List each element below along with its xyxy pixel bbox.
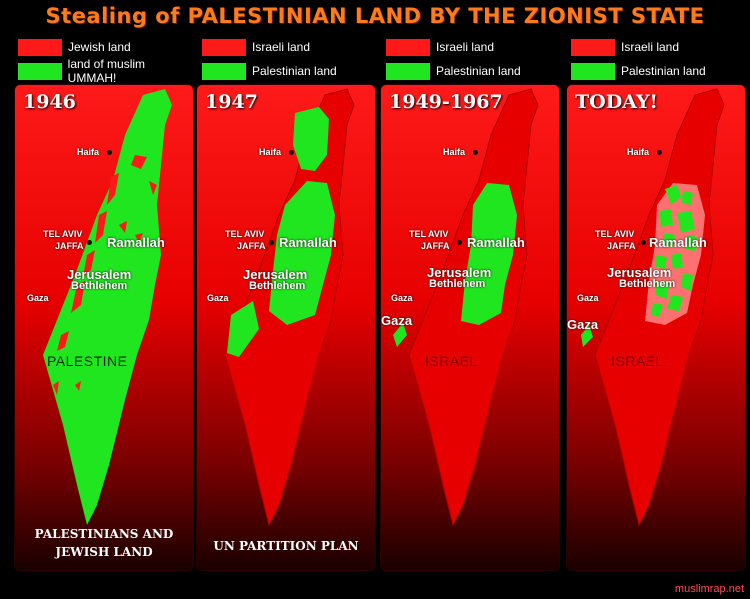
map-1949-1967 [393, 88, 539, 527]
legend-label: Israeli land [621, 40, 680, 54]
page-title: Stealing of PALESTINIAN LAND BY THE ZION… [45, 4, 705, 28]
region-green-palestine [43, 89, 172, 525]
region-green-west-bank [269, 181, 335, 325]
city-bethlehem: Bethlehem [619, 278, 676, 290]
map-1947 [224, 88, 355, 527]
legend-label: Jewish land [68, 40, 131, 54]
city-dot [269, 240, 274, 245]
legend-label: land of muslim UMMAH! [67, 57, 146, 85]
legend-swatch-red [386, 38, 430, 56]
city-gaza-large: Gaza [381, 313, 413, 328]
year-label: 1947 [205, 91, 258, 113]
city-jerusalem: Jerusalem [427, 265, 492, 280]
city-telaviv: TEL AVIV [409, 229, 449, 239]
legend-swatch-green [386, 62, 430, 80]
city-telaviv: TEL AVIV [43, 229, 83, 239]
legend-swatch-red [18, 38, 62, 56]
city-gaza: Gaza [391, 293, 413, 303]
city-dot [87, 240, 92, 245]
city-haifa: Haifa [627, 147, 650, 157]
panel-caption: PALESTINIANS AND JEWISH LAND [15, 525, 193, 561]
city-telaviv: TEL AVIV [595, 229, 635, 239]
city-jaffa: JAFFA [237, 241, 266, 251]
map-panel-1949-1967: 1949-1967 Haifa TEL AVIV JAFFA Ramallah … [380, 84, 560, 571]
country-label: PALESTINE [47, 353, 128, 369]
country-label: ISRAEL [611, 353, 664, 369]
city-haifa: Haifa [77, 147, 100, 157]
legend-1949-1967: Israeli land Palestinian land [386, 36, 564, 84]
city-telaviv: TEL AVIV [225, 229, 265, 239]
legend-label: Israeli land [252, 40, 311, 54]
city-gaza: Gaza [27, 293, 49, 303]
city-bethlehem: Bethlehem [429, 278, 486, 290]
city-bethlehem: Bethlehem [71, 280, 128, 292]
region-green-west-bank [461, 183, 517, 325]
region-green-gaza-strip [227, 301, 259, 357]
city-jerusalem: Jerusalem [607, 265, 672, 280]
legend-swatch-green [18, 62, 62, 80]
city-dot [289, 150, 294, 155]
city-ramallah: Ramallah [467, 235, 525, 250]
map-panel-today: TODAY! Haifa TEL AVIV JAFFA Ramallah Jer… [566, 84, 746, 571]
city-dot [107, 150, 112, 155]
legend-swatch-red [202, 38, 246, 56]
credit-link[interactable]: muslimrap.net [674, 583, 744, 595]
city-gaza: Gaza [207, 293, 229, 303]
map-today [581, 88, 725, 527]
caption-line: JEWISH LAND [55, 545, 153, 559]
year-label: TODAY! [575, 91, 658, 113]
map-1946 [43, 89, 172, 525]
city-ramallah: Ramallah [649, 235, 707, 250]
region-green-galilee [293, 107, 329, 171]
map-panel-1946: 1946 Haifa TEL AVIV JAFFA Ramallah Jerus… [14, 84, 194, 571]
city-jaffa: JAFFA [55, 241, 84, 251]
year-label: 1946 [23, 91, 76, 113]
city-dot [657, 150, 662, 155]
map-panel-1947: 1947 Haifa TEL AVIV JAFFA Ramallah Jerus… [196, 84, 376, 571]
legend-label: Palestinian land [621, 64, 706, 78]
city-jerusalem: Jerusalem [243, 267, 308, 282]
city-gaza: Gaza [577, 293, 599, 303]
legend-label: Palestinian land [252, 64, 337, 78]
palestinian-enclaves [581, 185, 697, 347]
legend-swatch-green [571, 62, 615, 80]
city-jerusalem: Jerusalem [67, 267, 132, 282]
legend-1947: Israeli land Palestinian land [202, 36, 380, 84]
city-bethlehem: Bethlehem [249, 280, 306, 292]
region-green-gaza [393, 323, 407, 347]
city-jaffa: JAFFA [421, 241, 450, 251]
legend-swatch-red [571, 38, 615, 56]
city-jaffa: JAFFA [607, 241, 636, 251]
caption-line: PALESTINIANS AND [34, 527, 174, 541]
legend-label: Palestinian land [436, 64, 521, 78]
city-haifa: Haifa [259, 147, 282, 157]
caption-line: UN PARTITION PLAN [213, 539, 359, 553]
legend-today: Israeli land Palestinian land [571, 36, 749, 84]
city-gaza-large: Gaza [567, 317, 599, 332]
city-haifa: Haifa [443, 147, 466, 157]
country-label: ISRAEL [425, 353, 478, 369]
city-dot [641, 240, 646, 245]
panel-caption: UN PARTITION PLAN [197, 537, 375, 555]
city-ramallah: Ramallah [107, 235, 165, 250]
legend-1946: Jewish land land of muslim UMMAH! [18, 36, 196, 85]
city-dot [473, 150, 478, 155]
legend-label: Israeli land [436, 40, 495, 54]
city-dot [457, 240, 462, 245]
year-label: 1949-1967 [389, 91, 503, 113]
jewish-land-patches [53, 155, 157, 395]
legend-swatch-green [202, 62, 246, 80]
city-ramallah: Ramallah [279, 235, 337, 250]
